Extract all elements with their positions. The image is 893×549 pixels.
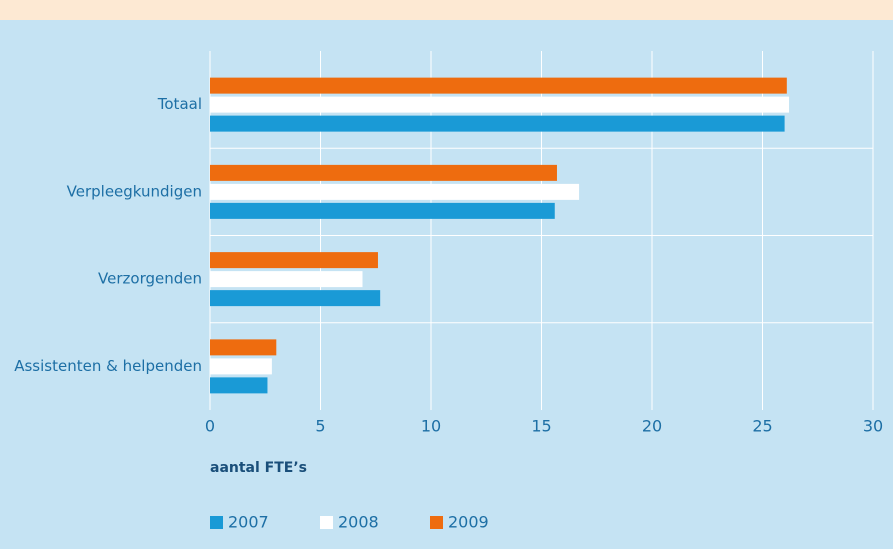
legend-label: 2009 xyxy=(448,513,489,532)
bar xyxy=(210,290,381,307)
y-tick-label: Verpleegkundigen xyxy=(67,182,202,200)
x-tick-label: 10 xyxy=(421,417,441,436)
bar xyxy=(210,202,555,219)
x-tick-label: 5 xyxy=(315,417,325,436)
bar xyxy=(210,183,580,200)
bar xyxy=(210,358,272,375)
bar xyxy=(210,377,268,394)
x-axis-label: aantal FTE’s xyxy=(210,460,307,476)
x-tick-label: 20 xyxy=(642,417,662,436)
legend-label: 2007 xyxy=(228,513,269,532)
y-tick-label: Totaal xyxy=(157,95,202,113)
legend-swatch xyxy=(210,516,223,529)
legend-label: 2008 xyxy=(338,513,379,532)
x-tick-label: 30 xyxy=(863,417,883,436)
y-tick-label: Assistenten & helpenden xyxy=(14,357,202,375)
x-tick-label: 25 xyxy=(752,417,772,436)
bar xyxy=(210,339,277,356)
header-band xyxy=(0,0,893,20)
bar xyxy=(210,252,378,269)
legend-swatch xyxy=(430,516,443,529)
bar xyxy=(210,96,790,113)
bar xyxy=(210,164,557,181)
bar xyxy=(210,271,363,288)
x-tick-label: 0 xyxy=(205,417,215,436)
x-tick-label: 15 xyxy=(531,417,551,436)
bar xyxy=(210,115,785,132)
bar xyxy=(210,77,787,94)
y-tick-label: Verzorgenden xyxy=(98,270,202,288)
legend-swatch xyxy=(320,516,333,529)
